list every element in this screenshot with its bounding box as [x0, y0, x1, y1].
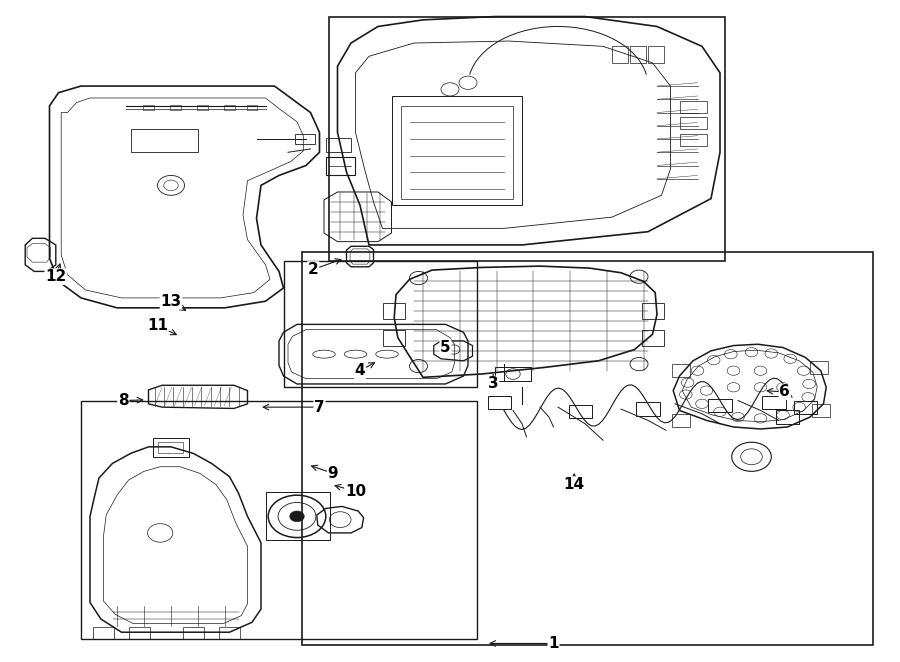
Text: 9: 9: [328, 466, 338, 481]
Bar: [762, 396, 786, 409]
Bar: [642, 330, 664, 346]
Bar: [326, 138, 351, 152]
Bar: [266, 492, 330, 540]
Bar: [672, 364, 690, 377]
Bar: [680, 117, 706, 129]
Bar: [680, 101, 706, 113]
Bar: [648, 46, 664, 63]
Bar: [219, 627, 240, 639]
Bar: [247, 105, 257, 110]
Bar: [197, 105, 208, 110]
Bar: [569, 405, 592, 418]
Bar: [302, 252, 873, 645]
Bar: [794, 401, 817, 414]
Bar: [93, 627, 114, 639]
Bar: [612, 46, 628, 63]
Bar: [495, 367, 531, 381]
Text: 4: 4: [355, 363, 365, 378]
Text: 2: 2: [308, 262, 319, 277]
Bar: [170, 105, 181, 110]
Text: 14: 14: [563, 477, 585, 492]
Bar: [810, 361, 828, 374]
Bar: [81, 401, 477, 639]
Text: 10: 10: [345, 484, 366, 498]
Bar: [129, 627, 150, 639]
Bar: [400, 106, 513, 199]
Bar: [183, 627, 204, 639]
Text: 3: 3: [488, 377, 499, 391]
Bar: [328, 17, 724, 261]
Bar: [392, 96, 522, 205]
Text: 6: 6: [779, 385, 790, 399]
Bar: [382, 330, 405, 346]
Bar: [158, 442, 183, 453]
Bar: [295, 134, 315, 144]
Text: 11: 11: [147, 318, 168, 333]
Bar: [326, 157, 355, 175]
Bar: [130, 129, 198, 152]
Bar: [224, 105, 235, 110]
Bar: [680, 134, 706, 146]
Bar: [143, 105, 154, 110]
Text: 7: 7: [314, 400, 325, 414]
Bar: [776, 410, 799, 424]
Text: 13: 13: [160, 294, 182, 308]
Bar: [642, 303, 664, 319]
Text: 1: 1: [548, 636, 559, 651]
Bar: [636, 402, 660, 416]
Circle shape: [290, 511, 304, 522]
Bar: [153, 438, 189, 457]
Bar: [284, 261, 477, 387]
Bar: [382, 303, 405, 319]
Bar: [488, 396, 511, 409]
Bar: [630, 46, 646, 63]
Bar: [672, 414, 690, 427]
Text: 5: 5: [440, 340, 451, 355]
Text: 12: 12: [45, 269, 67, 284]
Bar: [812, 404, 830, 417]
Text: 8: 8: [118, 393, 129, 408]
Bar: [708, 399, 732, 412]
